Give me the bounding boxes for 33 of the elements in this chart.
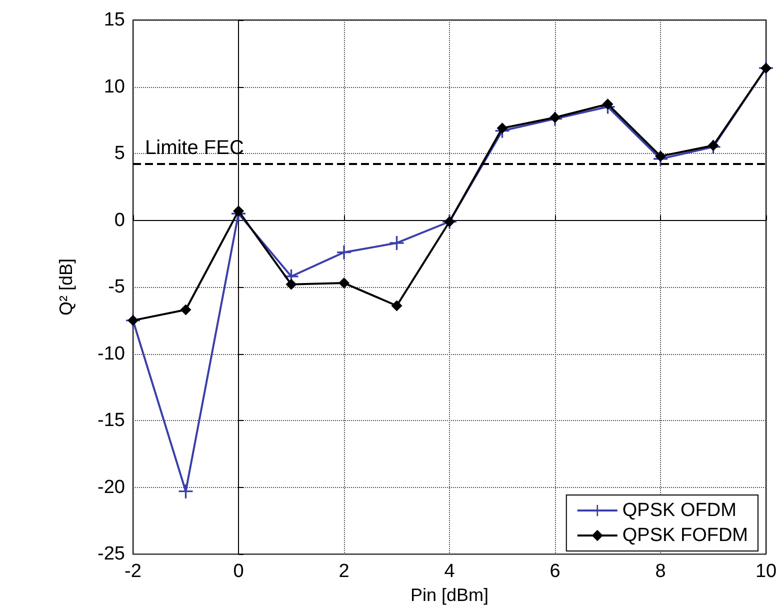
point: [390, 236, 404, 250]
point: [602, 98, 614, 110]
point: [233, 205, 244, 216]
y-tick-label: -20: [98, 476, 125, 498]
x-tick-label: 4: [444, 561, 456, 582]
point: [180, 304, 192, 316]
point: [286, 278, 297, 290]
x-tick-label: 10: [755, 561, 777, 582]
x-tick-label: 0: [233, 561, 244, 582]
point: [338, 278, 350, 289]
x-tick-label: 6: [550, 561, 560, 582]
x-tick-label: 2: [338, 561, 350, 582]
point: [496, 122, 508, 134]
x-tick-label: -2: [124, 561, 142, 582]
point: [708, 140, 719, 152]
y-tick-label: -5: [108, 276, 125, 298]
y-tick-label: -25: [98, 544, 125, 565]
y-tick-label: 10: [104, 76, 125, 98]
legend-label: QPSK OFDM: [622, 500, 736, 521]
y-tick-label: 0: [114, 210, 125, 231]
y-tick-label: -15: [98, 410, 125, 432]
y-tick-label: 5: [114, 143, 125, 164]
point: [178, 484, 193, 498]
legend-label: QPSK FOFDM: [622, 525, 748, 546]
x-axis-title: Pin [dBm]: [410, 585, 489, 605]
y-axis-title: Q² [dB]: [56, 258, 76, 316]
point: [337, 245, 351, 260]
y-tick-label: -10: [98, 343, 125, 364]
x-tick-label: 8: [655, 561, 666, 582]
point: [550, 112, 560, 123]
point: [655, 150, 666, 162]
point: [391, 300, 402, 312]
y-tick-label: 15: [104, 10, 125, 30]
